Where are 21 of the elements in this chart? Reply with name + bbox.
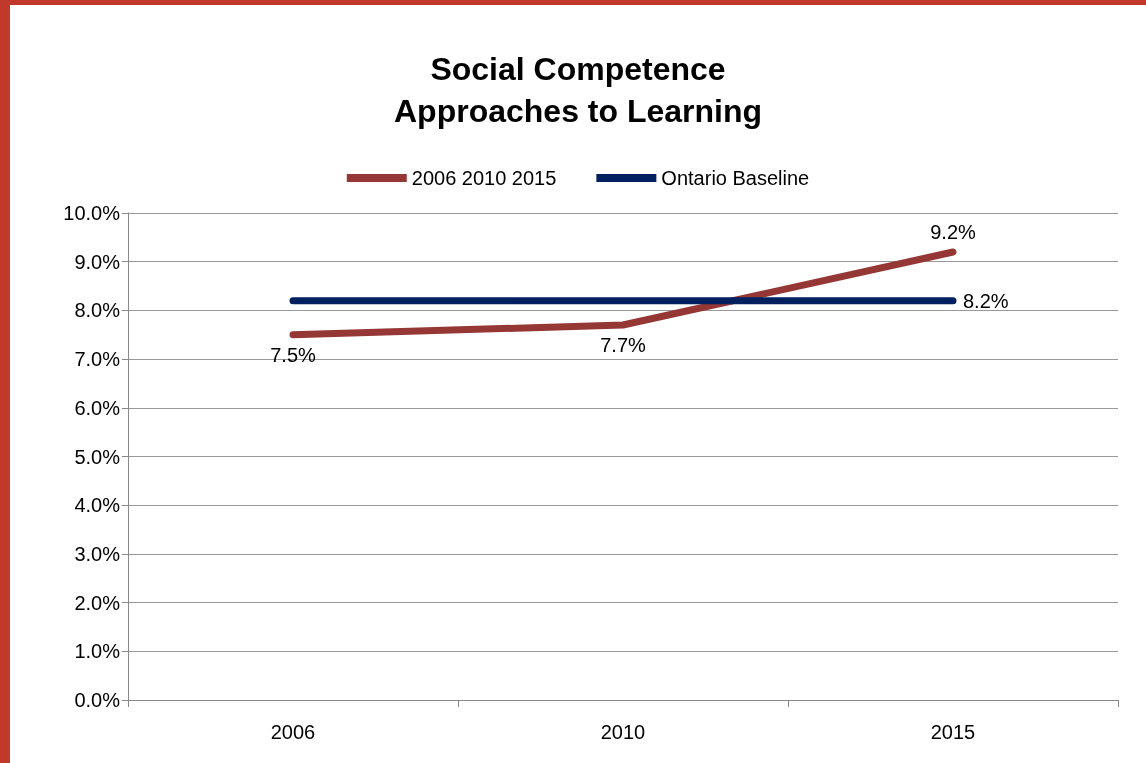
data-label: 7.5%: [270, 343, 317, 366]
x-tick-label: 2010: [600, 721, 646, 743]
y-tick-label: 0.0%: [74, 689, 121, 711]
y-tick-label: 7.0%: [74, 348, 121, 371]
y-tick-label: 4.0%: [74, 494, 121, 517]
y-tick-label: 10.0%: [63, 202, 121, 224]
y-tick-label: 3.0%: [74, 542, 121, 565]
y-tick-label: 9.0%: [74, 250, 121, 273]
x-tick-label: 2006: [270, 721, 316, 743]
y-tick-label: 1.0%: [74, 640, 121, 663]
data-label: 9.2%: [930, 220, 977, 243]
data-label: 8.2%: [963, 289, 1009, 312]
chart-title: Social Competence Approaches to Learning: [393, 51, 763, 129]
y-tick-label: 5.0%: [74, 445, 121, 468]
x-tick-label: 2015: [930, 721, 976, 743]
y-tick-label: 2.0%: [74, 591, 121, 614]
y-tick-label: 6.0%: [74, 396, 121, 419]
legend-label: 2006 2010 2015: [411, 167, 557, 189]
legend-label: Ontario Baseline: [661, 167, 810, 189]
data-label: 7.7%: [600, 334, 647, 357]
y-tick-label: 8.0%: [74, 299, 121, 322]
